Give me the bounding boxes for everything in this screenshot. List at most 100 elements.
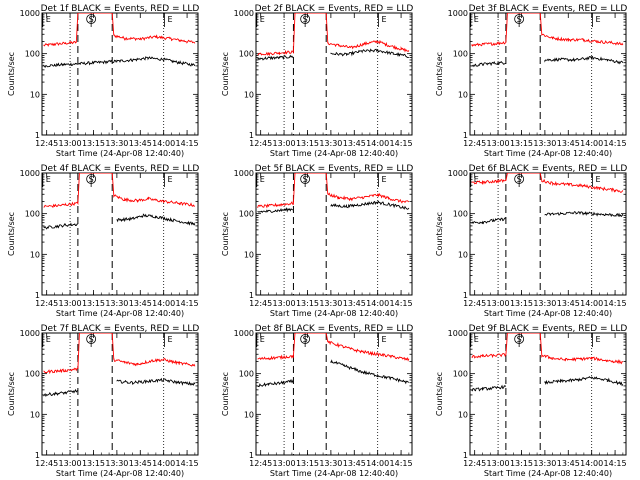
marker-circle (514, 14, 525, 24)
x-tick-label: 14:15 (176, 299, 199, 308)
x-tick-label: 13:00 (487, 459, 510, 468)
series-lld (43, 13, 196, 47)
x-tick-label: 13:15 (296, 139, 319, 148)
y-tick-label: 10 (30, 90, 40, 99)
x-tick-label: 13:15 (510, 139, 533, 148)
panel-9: Det 9f BLACK = Events, RED = LLD 1 10 100 10… (435, 324, 627, 478)
marker-label: E (474, 335, 479, 344)
y-tick-label: 10 (458, 410, 468, 419)
y-tick-label: 1 (35, 131, 40, 140)
y-axis-label: Counts/sec (7, 52, 16, 96)
x-axis-label: Start Time (24-Apr-08 12:40:40) (484, 309, 612, 318)
x-tick-label: 13:00 (487, 139, 510, 148)
y-tick-label: 1 (249, 131, 254, 140)
x-tick-label: 13:45 (343, 299, 366, 308)
x-axis-label: Start Time (24-Apr-08 12:40:40) (270, 149, 398, 158)
series-lld (257, 333, 410, 362)
x-tick-label: 13:30 (533, 139, 556, 148)
x-tick-label: 12:45 (463, 139, 486, 148)
series-lld (471, 173, 624, 193)
x-tick-label: 13:45 (129, 459, 152, 468)
x-tick-label: 13:45 (129, 139, 152, 148)
marker-circle (300, 174, 311, 184)
x-tick-label: 13:15 (296, 459, 319, 468)
x-tick-label: 14:00 (366, 139, 389, 148)
x-tick-label: 13:00 (273, 299, 296, 308)
plot-frame (41, 12, 199, 136)
panel-title: Det 2f BLACK = Events, RED = LLD (255, 4, 414, 14)
marker-circle (86, 14, 97, 24)
marker-label: E (474, 15, 479, 24)
y-tick-label: 1000 (448, 169, 468, 178)
marker-label: E (381, 335, 386, 344)
x-axis-label: Start Time (24-Apr-08 12:40:40) (270, 469, 398, 478)
series-events (257, 48, 409, 61)
series-lld (257, 173, 410, 209)
y-tick-label: 1 (463, 291, 468, 300)
x-axis-label: Start Time (24-Apr-08 12:40:40) (484, 149, 612, 158)
y-tick-label: 10 (244, 250, 254, 259)
y-axis-label: Counts/sec (435, 372, 444, 416)
marker-label: E (260, 15, 265, 24)
marker-label: E (381, 175, 386, 184)
x-tick-label: 13:45 (129, 299, 152, 308)
series-lld (43, 173, 196, 209)
panel-title: Det 6f BLACK = Events, RED = LLD (469, 164, 628, 174)
y-tick-label: 10 (244, 90, 254, 99)
panel-7: Det 7f BLACK = Events, RED = LLD 1 10 100 10… (7, 324, 199, 478)
panel-6: Det 6f BLACK = Events, RED = LLD 1 10 100 10… (435, 164, 627, 318)
x-tick-label: 14:00 (580, 139, 603, 148)
series-events (257, 200, 410, 214)
y-tick-label: 100 (25, 50, 40, 59)
x-tick-label: 13:30 (319, 299, 342, 308)
x-tick-label: 14:15 (390, 299, 413, 308)
marker-label: E (167, 175, 172, 184)
y-tick-label: 100 (239, 50, 254, 59)
y-tick-label: 1000 (20, 329, 40, 338)
plot-frame (41, 332, 199, 456)
marker-label: S (303, 335, 308, 344)
y-tick-label: 10 (30, 250, 40, 259)
series-events (471, 55, 624, 68)
marker-label: S (517, 15, 522, 24)
panel-title: Det 1f BLACK = Events, RED = LLD (41, 4, 200, 14)
marker-label: E (260, 335, 265, 344)
y-tick-label: 1 (463, 131, 468, 140)
x-tick-label: 12:45 (35, 299, 58, 308)
y-tick-label: 1 (463, 451, 468, 460)
x-tick-label: 13:30 (319, 459, 342, 468)
y-tick-label: 100 (453, 210, 468, 219)
marker-label: S (517, 335, 522, 344)
y-tick-label: 1000 (234, 169, 254, 178)
marker-label: E (474, 175, 479, 184)
y-axis-label: Counts/sec (7, 372, 16, 416)
y-tick-label: 1 (249, 291, 254, 300)
panel-title: Det 7f BLACK = Events, RED = LLD (41, 324, 200, 334)
x-tick-label: 12:45 (249, 139, 272, 148)
y-tick-label: 1000 (448, 9, 468, 18)
x-tick-label: 13:15 (82, 139, 105, 148)
plot-frame (469, 332, 627, 456)
plot-frame (469, 12, 627, 136)
marker-label: E (46, 175, 51, 184)
series-events (257, 359, 410, 388)
x-tick-label: 13:00 (487, 299, 510, 308)
marker-label: S (517, 175, 522, 184)
x-tick-label: 13:00 (59, 299, 82, 308)
y-axis-label: Counts/sec (7, 212, 16, 256)
marker-circle (514, 334, 525, 344)
x-tick-label: 13:30 (533, 459, 556, 468)
series-lld (257, 13, 410, 57)
y-tick-label: 100 (239, 370, 254, 379)
x-tick-label: 14:15 (176, 139, 199, 148)
marker-label: E (381, 15, 386, 24)
marker-label: S (89, 15, 94, 24)
marker-label: E (595, 335, 600, 344)
x-axis-label: Start Time (24-Apr-08 12:40:40) (270, 309, 398, 318)
y-tick-label: 1 (35, 451, 40, 460)
x-tick-label: 12:45 (35, 459, 58, 468)
y-tick-label: 1000 (448, 329, 468, 338)
y-tick-label: 10 (458, 250, 468, 259)
x-tick-label: 12:45 (249, 299, 272, 308)
